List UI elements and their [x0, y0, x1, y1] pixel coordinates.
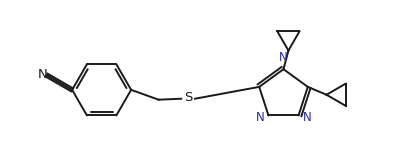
- Text: N: N: [279, 51, 288, 64]
- Text: N: N: [256, 111, 264, 124]
- Text: N: N: [38, 68, 48, 81]
- Text: S: S: [184, 91, 192, 104]
- Text: N: N: [303, 111, 311, 124]
